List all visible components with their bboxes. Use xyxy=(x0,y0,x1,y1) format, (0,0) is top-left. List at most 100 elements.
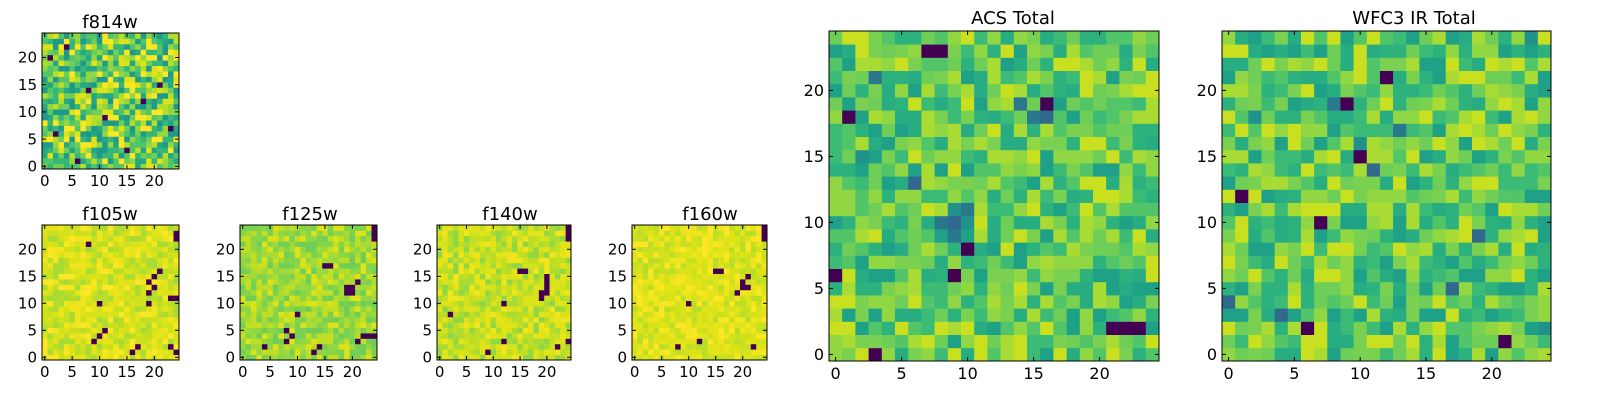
heatmap-cell xyxy=(1314,321,1328,335)
heatmap-cell xyxy=(675,246,681,253)
heatmap-cell xyxy=(1353,136,1368,151)
heatmap-cell xyxy=(267,338,274,345)
heatmap-cell xyxy=(474,349,481,355)
heatmap-cell xyxy=(485,349,491,355)
heatmap-cell xyxy=(294,246,301,253)
heatmap-cell xyxy=(338,306,345,312)
heatmap-cell xyxy=(485,257,491,264)
heatmap-cell xyxy=(355,252,361,258)
heatmap-cell xyxy=(1132,83,1147,98)
heatmap-cell xyxy=(1261,57,1276,71)
heatmap-cell xyxy=(1366,321,1381,335)
heatmap-cell xyxy=(729,311,735,318)
heatmap-cell xyxy=(533,333,540,339)
heatmap-cell xyxy=(829,57,843,71)
heatmap-cell xyxy=(1432,255,1447,269)
heatmap-cell xyxy=(1013,97,1028,111)
heatmap-cell xyxy=(479,295,486,301)
heatmap-cell xyxy=(58,338,65,345)
heatmap-cell xyxy=(316,354,323,361)
heatmap-cell xyxy=(250,230,257,237)
heatmap-cell xyxy=(74,125,81,132)
heatmap-cell xyxy=(447,252,454,258)
heatmap-cell xyxy=(63,87,70,94)
y-tick-label: 20 xyxy=(1197,81,1217,100)
heatmap-cell xyxy=(168,316,174,323)
heatmap-cell xyxy=(1432,189,1447,203)
heatmap-cell xyxy=(707,246,714,253)
heatmap-cell xyxy=(74,225,81,231)
heatmap-cells xyxy=(829,31,1160,362)
heatmap-cell xyxy=(47,322,54,328)
heatmap-cell xyxy=(311,279,318,285)
heatmap-cell xyxy=(961,268,975,283)
heatmap-cell xyxy=(442,349,449,355)
heatmap-cell xyxy=(895,110,909,124)
heatmap-cell xyxy=(80,92,87,99)
y-tick-label: 5 xyxy=(27,130,37,148)
heatmap-cell xyxy=(1511,334,1526,349)
heatmap-cell xyxy=(80,109,87,115)
heatmap-cell xyxy=(1040,334,1054,349)
heatmap-cell xyxy=(1472,163,1486,177)
heatmap-cell xyxy=(961,110,975,124)
heatmap-cell xyxy=(168,279,174,285)
heatmap-cell xyxy=(442,284,449,291)
heatmap-cell xyxy=(333,279,340,285)
heatmap-cell xyxy=(1132,57,1147,71)
heatmap-cell xyxy=(173,120,180,126)
heatmap-cell xyxy=(1261,123,1276,137)
heatmap-cell xyxy=(63,333,70,339)
heatmap-cell xyxy=(842,70,856,85)
heatmap-cell xyxy=(458,273,465,280)
heatmap-cell xyxy=(135,327,142,334)
heatmap-cell xyxy=(129,306,136,312)
heatmap-cell xyxy=(1145,83,1160,98)
heatmap-cell xyxy=(1432,347,1447,362)
heatmap-cell xyxy=(1327,281,1341,296)
heatmap-cell xyxy=(85,147,92,154)
heatmap-cell xyxy=(102,147,109,154)
heatmap-cell xyxy=(157,311,163,318)
heatmap-cell xyxy=(479,284,486,291)
heatmap-cell xyxy=(696,246,703,253)
heatmap-cell xyxy=(52,130,59,137)
heatmap-cell xyxy=(1027,215,1041,230)
heatmap-cell xyxy=(85,349,92,355)
heatmap-cell xyxy=(267,252,274,258)
heatmap-cell xyxy=(80,114,87,121)
heatmap-cell xyxy=(102,338,109,345)
heatmap-cell xyxy=(91,81,98,88)
heatmap-cell xyxy=(442,327,449,334)
heatmap-cell xyxy=(554,268,561,274)
heatmap-cell xyxy=(1013,44,1028,58)
heatmap-cell xyxy=(538,316,545,323)
heatmap-cell xyxy=(881,281,896,296)
heatmap-cell xyxy=(734,262,741,269)
heatmap-cell xyxy=(565,306,572,312)
heatmap-cell xyxy=(723,252,730,258)
heatmap-cell xyxy=(974,176,988,190)
heatmap-cell xyxy=(168,125,174,132)
heatmap-cell xyxy=(528,230,534,237)
heatmap-cell xyxy=(58,163,65,170)
heatmap-cell xyxy=(338,300,345,307)
y-tick-label: 0 xyxy=(617,349,627,367)
heatmap-cell xyxy=(1145,97,1160,111)
heatmap-cell xyxy=(718,316,725,323)
heatmap-cell xyxy=(52,230,59,237)
heatmap-cell xyxy=(272,252,279,258)
heatmap-cell xyxy=(669,262,676,269)
heatmap-cell xyxy=(680,252,687,258)
heatmap-cell xyxy=(1000,202,1015,217)
heatmap-cell xyxy=(311,225,318,231)
heatmap-cell xyxy=(1013,123,1028,137)
heatmap-cell xyxy=(648,327,654,334)
heatmap-cell xyxy=(702,246,708,253)
heatmap-cell xyxy=(1432,308,1447,322)
heatmap-cell xyxy=(934,31,949,45)
heatmap-cell xyxy=(659,262,665,269)
heatmap-cell xyxy=(102,306,109,312)
heatmap-cell xyxy=(437,289,443,296)
panel-title: ACS Total xyxy=(971,8,1055,29)
